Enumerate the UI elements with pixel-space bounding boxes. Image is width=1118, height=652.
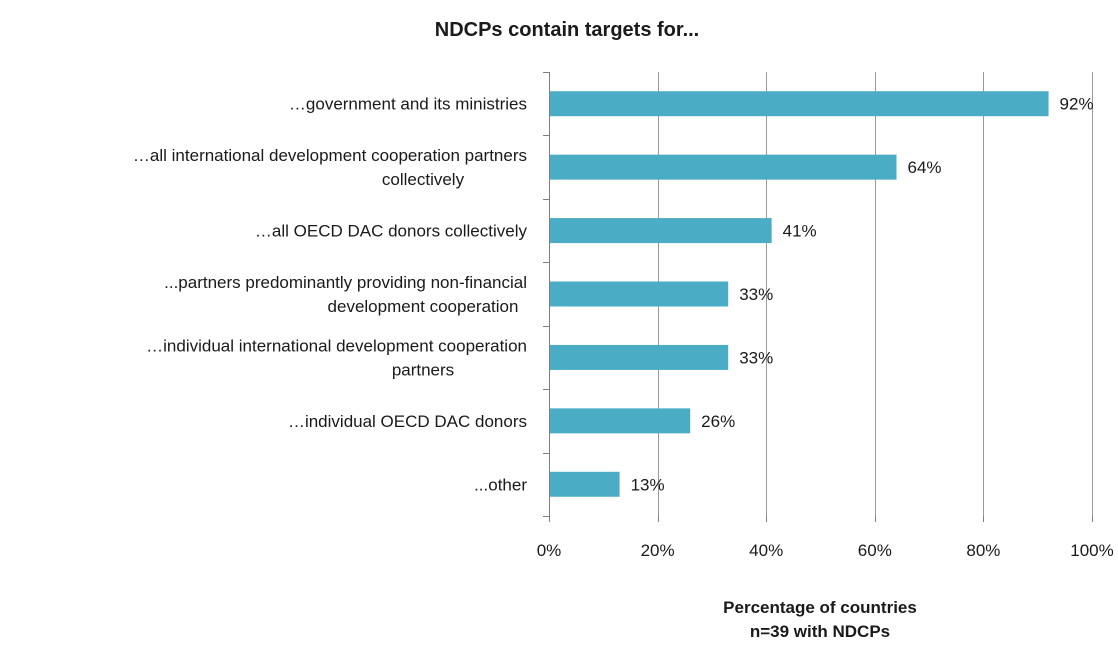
category-label-6-line-0: ...other [474, 475, 527, 494]
value-label-3: 33% [739, 285, 773, 304]
category-label-1-line-1: collectively [382, 170, 465, 189]
category-label-5-line-0: …individual OECD DAC donors [288, 412, 527, 431]
x-tick-label-4: 80% [966, 541, 1000, 560]
bar-5 [550, 408, 691, 434]
bars [550, 91, 1049, 497]
bar-2 [550, 218, 772, 244]
category-label-1: …all international development cooperati… [133, 146, 527, 189]
x-tick-label-3: 60% [858, 541, 892, 560]
bar-3 [550, 281, 729, 307]
x-axis-label-line-1: n=39 with NDCPs [750, 622, 890, 641]
category-label-2-line-0: …all OECD DAC donors collectively [255, 222, 528, 241]
category-label-3: ...partners predominantly providing non-… [164, 273, 527, 316]
value-label-1: 64% [908, 158, 942, 177]
value-label-6: 13% [631, 475, 665, 494]
category-label-1-line-0: …all international development cooperati… [133, 146, 527, 165]
value-label-4: 33% [739, 348, 773, 367]
category-label-4-line-1: partners [392, 360, 454, 379]
axes [543, 72, 1093, 522]
x-tick-label-1: 20% [641, 541, 675, 560]
category-label-0: …government and its ministries [289, 95, 527, 114]
category-label-4-line-0: …individual international development co… [146, 336, 527, 355]
category-label-5: …individual OECD DAC donors [288, 412, 527, 431]
bar-0 [550, 91, 1049, 117]
x-tick-label-0: 0% [537, 541, 562, 560]
category-label-3-line-1: development cooperation [328, 297, 519, 316]
bar-6 [550, 471, 620, 497]
gridlines [658, 72, 1093, 516]
category-label-0-line-0: …government and its ministries [289, 95, 527, 114]
x-tick-label-2: 40% [749, 541, 783, 560]
x-axis-label-line-0: Percentage of countries [723, 598, 917, 617]
x-axis-label: Percentage of countries n=39 with NDCPs [723, 598, 917, 641]
labels: 0% 20% 40% 60% 80% 100% 92% …government and its… [133, 95, 1114, 560]
value-label-2: 41% [783, 222, 817, 241]
x-tick-label-5: 100% [1070, 541, 1113, 560]
bar-1 [550, 154, 897, 180]
category-label-4: …individual international development co… [146, 336, 527, 379]
chart-title: NDCPs contain targets for... [435, 19, 700, 41]
category-label-2: …all OECD DAC donors collectively [255, 222, 528, 241]
category-label-6: ...other [474, 475, 527, 494]
category-label-3-line-0: ...partners predominantly providing non-… [164, 273, 527, 292]
bar-4 [550, 344, 729, 370]
value-label-5: 26% [701, 412, 735, 431]
value-label-0: 92% [1060, 95, 1094, 114]
